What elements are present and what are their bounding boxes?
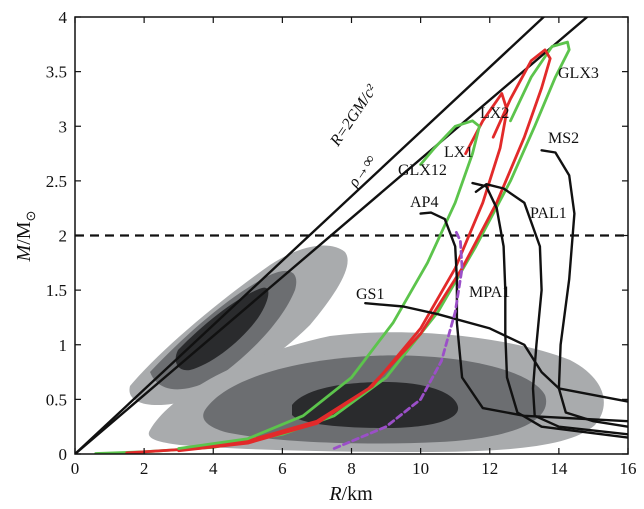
label-GLX3: GLX3 — [558, 65, 599, 82]
curve-GS1 — [364, 302, 628, 403]
label-LX1: LX1 — [444, 144, 473, 161]
label-AP4: AP4 — [410, 194, 438, 211]
y-tick-label: 3 — [59, 117, 68, 136]
curve-MPA1 — [471, 181, 628, 439]
label-LX2: LX2 — [480, 105, 509, 122]
x-tick-label: 12 — [481, 459, 498, 478]
limit-line-schwarzschild — [75, 17, 546, 454]
y-axis-ticks: 0 0.5 1 1.5 2 2.5 3 3.5 4 — [46, 8, 628, 464]
x-axis-label: R/km — [328, 483, 373, 505]
x-tick-label: 14 — [550, 459, 568, 478]
y-tick-label: 2.5 — [46, 172, 67, 191]
curve-LX1 — [177, 92, 509, 453]
x-tick-label: 8 — [347, 459, 356, 478]
limit-line-causality — [75, 17, 589, 454]
x-tick-label: 6 — [278, 459, 287, 478]
label-GS1: GS1 — [356, 286, 384, 303]
causality-annotation: ρ→∞ — [345, 152, 379, 191]
curve-MS2 — [540, 149, 628, 428]
schwarzschild-annotation: R=2GM/c² — [327, 81, 381, 150]
curve-GLX12 — [177, 119, 481, 450]
y-tick-label: 3.5 — [46, 63, 67, 82]
y-tick-label: 1 — [59, 336, 68, 355]
probability-contours — [129, 245, 604, 452]
x-axis-ticks: 0 2 4 6 8 10 12 14 16 — [71, 17, 637, 478]
curve-labels: GLX3 LX2 LX1 GLX12 MS2 PAL1 MPA1 AP4 GS1 — [356, 65, 599, 303]
y-tick-label: 2 — [59, 227, 68, 246]
curve-PAL1 — [474, 182, 628, 436]
y-axis-label: M/M⊙ — [13, 211, 38, 263]
x-tick-label: 2 — [140, 459, 149, 478]
x-tick-label: 0 — [71, 459, 80, 478]
label-MPA1: MPA1 — [469, 284, 510, 301]
label-GLX12: GLX12 — [398, 162, 447, 179]
y-tick-label: 0.5 — [46, 390, 67, 409]
label-PAL1: PAL1 — [530, 205, 567, 222]
x-tick-label: 4 — [209, 459, 218, 478]
limit-lines — [75, 17, 589, 454]
label-MS2: MS2 — [548, 130, 579, 147]
y-tick-label: 0 — [59, 445, 68, 464]
y-tick-label: 1.5 — [46, 281, 67, 300]
x-tick-label: 16 — [620, 459, 637, 478]
x-tick-label: 10 — [412, 459, 429, 478]
y-tick-label: 4 — [59, 8, 68, 27]
curve-LX2 — [125, 48, 552, 454]
curve-dashed-purple — [332, 228, 464, 450]
eos-curves — [94, 40, 628, 454]
